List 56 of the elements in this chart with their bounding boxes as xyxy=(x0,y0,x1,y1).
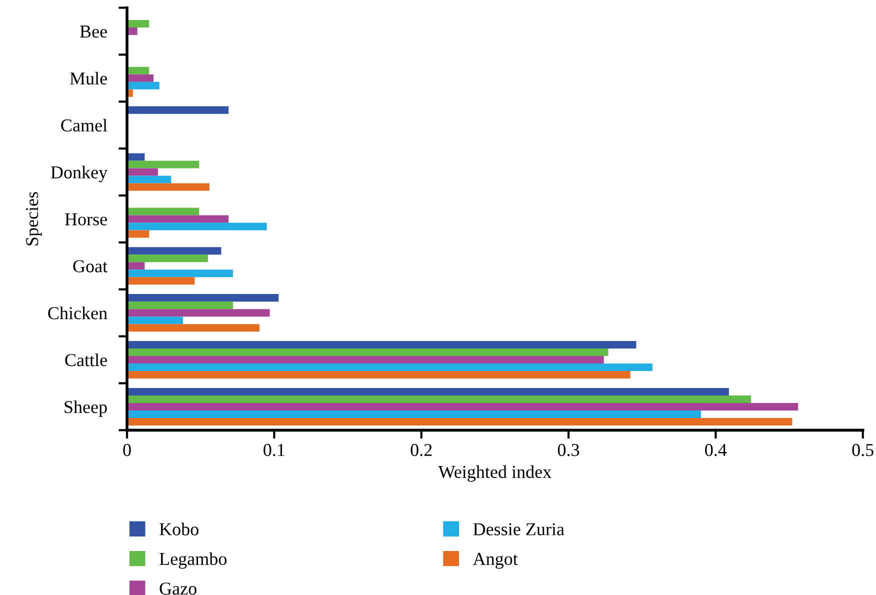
legend-label: Angot xyxy=(472,552,518,569)
bar xyxy=(127,262,145,270)
bar xyxy=(127,254,208,262)
y-tick-label: Sheep xyxy=(64,400,107,417)
bar xyxy=(127,277,195,285)
bar xyxy=(127,324,260,332)
x-axis-title: Weighted index xyxy=(438,465,552,482)
y-tick-label: Bee xyxy=(80,26,107,38)
bar xyxy=(127,341,636,349)
bar xyxy=(127,356,604,364)
legend-label: Kobo xyxy=(160,522,198,536)
bar xyxy=(127,395,752,403)
bar xyxy=(127,247,222,255)
bar xyxy=(127,364,652,372)
y-tick-label: Goat xyxy=(73,260,108,272)
y-axis-title: Species xyxy=(26,192,42,246)
y-tick-label: Mule xyxy=(70,72,107,85)
bar xyxy=(127,160,200,168)
bar xyxy=(127,348,608,356)
legend-label: Legambo xyxy=(160,552,227,569)
bar xyxy=(127,371,630,379)
bar xyxy=(127,270,233,278)
bar xyxy=(127,215,229,223)
x-tick-label: 0.3 xyxy=(558,444,580,456)
bar xyxy=(127,106,229,114)
x-tick-label: 0.2 xyxy=(410,444,432,456)
x-tick-label: 0 xyxy=(123,444,131,456)
bar xyxy=(127,20,150,28)
bar xyxy=(127,388,729,396)
bar xyxy=(127,309,270,317)
bar xyxy=(127,222,267,230)
x-tick-label: 0.5 xyxy=(852,444,874,456)
y-tick-label: Camel xyxy=(61,118,108,132)
x-tick-label: 0.4 xyxy=(705,444,727,456)
bar xyxy=(127,230,150,238)
bar xyxy=(127,153,145,161)
y-tick-label: Donkey xyxy=(50,166,108,182)
bar xyxy=(127,183,210,191)
bar xyxy=(127,410,701,418)
bar xyxy=(127,302,233,310)
y-tick-label: Horse xyxy=(64,213,107,226)
y-tick-label: Cattle xyxy=(65,354,107,366)
bar xyxy=(127,66,150,74)
legend-label: Gazo xyxy=(160,582,196,595)
bar xyxy=(127,168,158,176)
bar xyxy=(127,418,792,426)
x-tick-label: 0.1 xyxy=(264,444,284,456)
bar xyxy=(127,316,183,324)
bar xyxy=(127,176,172,184)
bar xyxy=(127,294,279,302)
bar xyxy=(127,208,200,216)
bar xyxy=(127,82,160,90)
y-tick-label: Chicken xyxy=(48,306,108,320)
bar xyxy=(127,402,798,410)
legend-label: Dessie Zuria xyxy=(473,523,564,536)
bar xyxy=(127,74,154,82)
